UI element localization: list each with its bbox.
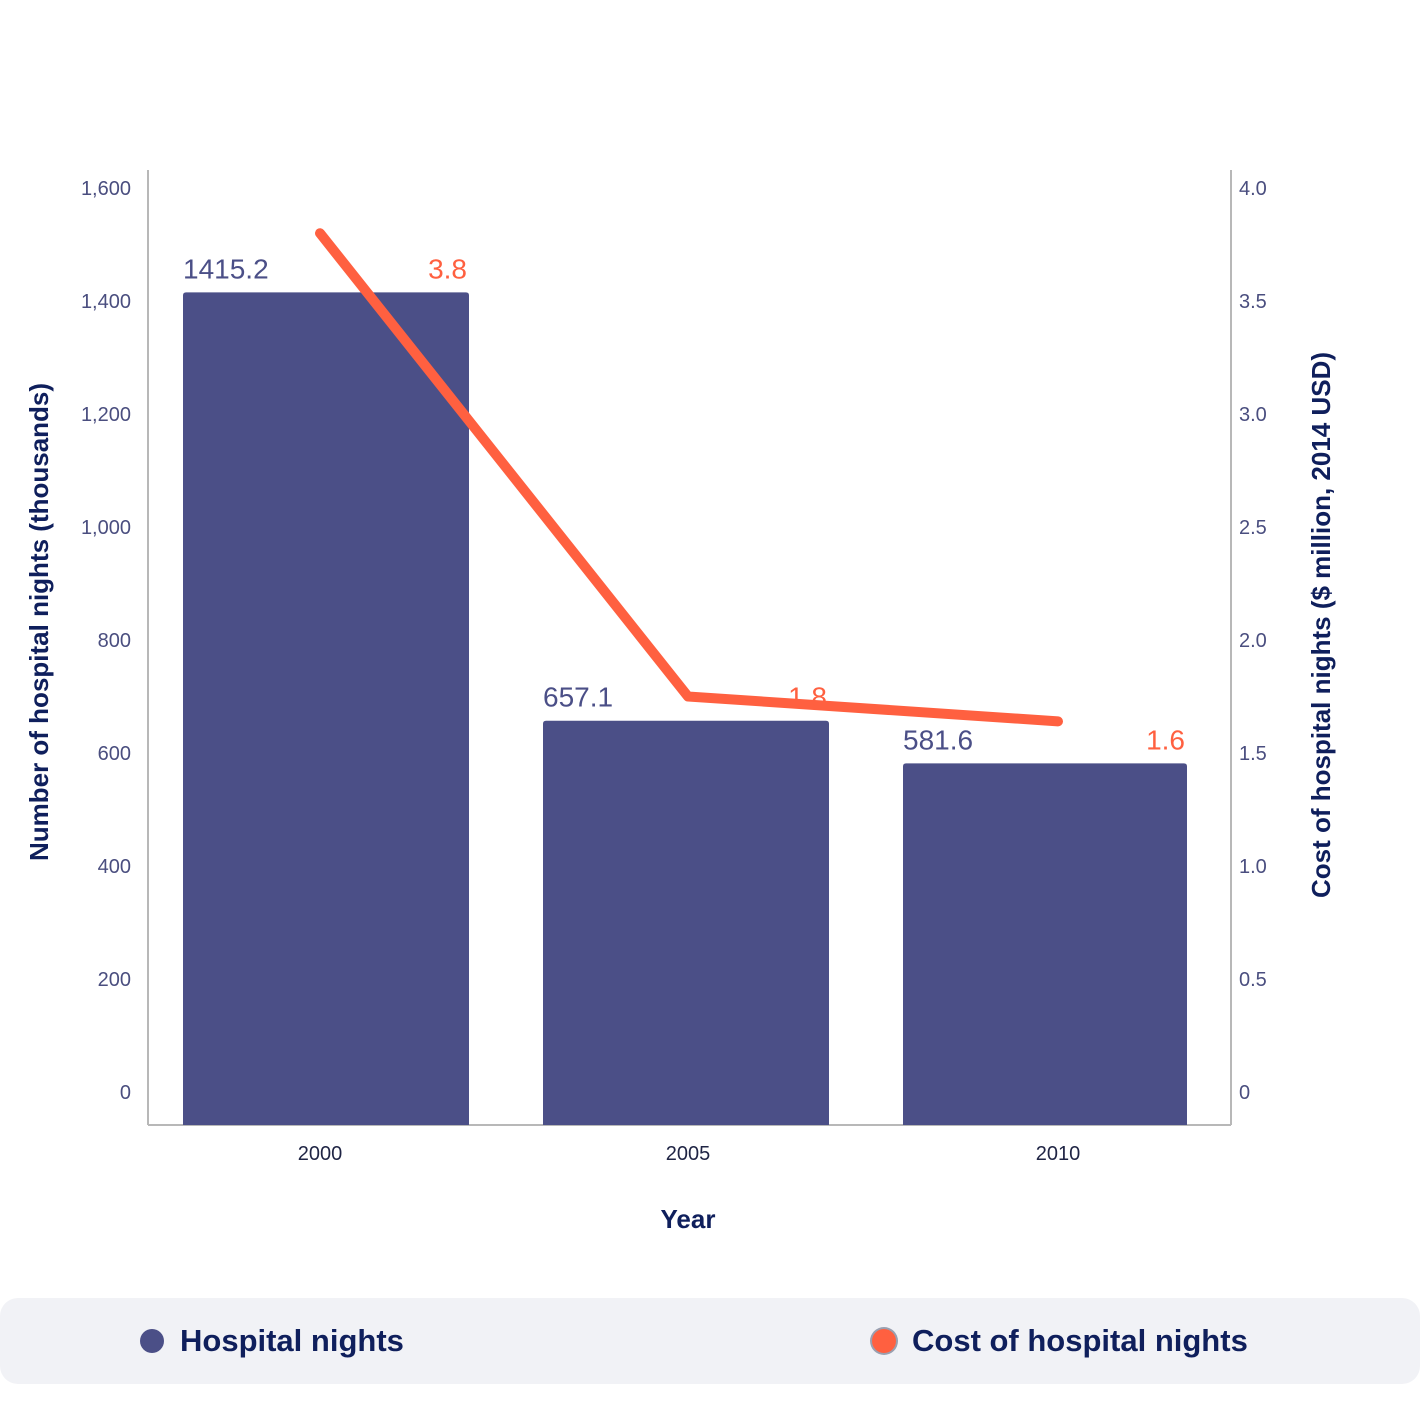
y2-tick-label: 0 (1239, 1082, 1250, 1104)
y2-tick-label: 3.5 (1239, 291, 1267, 313)
y-tick-label: 200 (98, 969, 131, 991)
combo-chart: 0 200 400 600 800 1,000 1,200 1,400 1,600 0 0.5 1.0… (24, 170, 1336, 1234)
bar-value-label: 1415.2 (183, 253, 269, 284)
bars-group (183, 292, 1187, 1125)
y2-tick-label: 2.0 (1239, 630, 1267, 652)
y-tick-label: 0 (120, 1082, 131, 1104)
x-tick-label: 2000 (298, 1143, 343, 1165)
y-tick-label: 1,200 (81, 404, 131, 426)
line-value-label: 1.8 (788, 682, 827, 713)
bar-value-label: 657.1 (543, 682, 613, 713)
y2-tick-label: 0.5 (1239, 969, 1267, 991)
y2-tick-label: 3.0 (1239, 404, 1267, 426)
y-tick-label: 1,400 (81, 291, 131, 313)
line-value-label: 3.8 (428, 253, 467, 284)
y-tick-label: 1,000 (81, 517, 131, 539)
line-value-label: 1.6 (1146, 724, 1185, 755)
bar-2005 (543, 720, 829, 1125)
labels-group: 1415.2 3.8 657.1 1.8 581.6 1.6 (183, 253, 1185, 755)
x-axis-title: Year (661, 1204, 716, 1234)
y-tick-label: 1,600 (81, 178, 131, 200)
legend-label-cost: Cost of hospital nights (912, 1323, 1248, 1358)
x-tick-label: 2010 (1036, 1143, 1081, 1165)
bar-2000 (183, 292, 469, 1125)
y-tick-label: 400 (98, 856, 131, 878)
legend: Hospital nights Cost of hospital nights (0, 1298, 1420, 1384)
y2-tick-label: 1.5 (1239, 743, 1267, 765)
axes: 0 200 400 600 800 1,000 1,200 1,400 1,600 0 0.5 1.0… (81, 170, 1267, 1165)
y-tick-label: 600 (98, 743, 131, 765)
y-axis-title: Number of hospital nights (thousands) (24, 383, 54, 861)
bar-value-label: 581.6 (903, 724, 973, 755)
legend-label-hospital-nights: Hospital nights (180, 1323, 404, 1358)
legend-item-cost: Cost of hospital nights (872, 1298, 1248, 1384)
y2-axis-title: Cost of hospital nights ($ million, 2014… (1306, 352, 1336, 898)
y2-tick-label: 4.0 (1239, 178, 1267, 200)
bar-2010 (903, 763, 1187, 1125)
legend-item-hospital-nights: Hospital nights (140, 1298, 404, 1384)
x-tick-label: 2005 (666, 1143, 711, 1165)
y-tick-label: 800 (98, 630, 131, 652)
legend-dot-hospital-nights (140, 1329, 164, 1353)
y2-tick-label: 1.0 (1239, 856, 1267, 878)
y2-tick-label: 2.5 (1239, 517, 1267, 539)
legend-dot-cost (872, 1329, 896, 1353)
line-group (315, 228, 1063, 727)
